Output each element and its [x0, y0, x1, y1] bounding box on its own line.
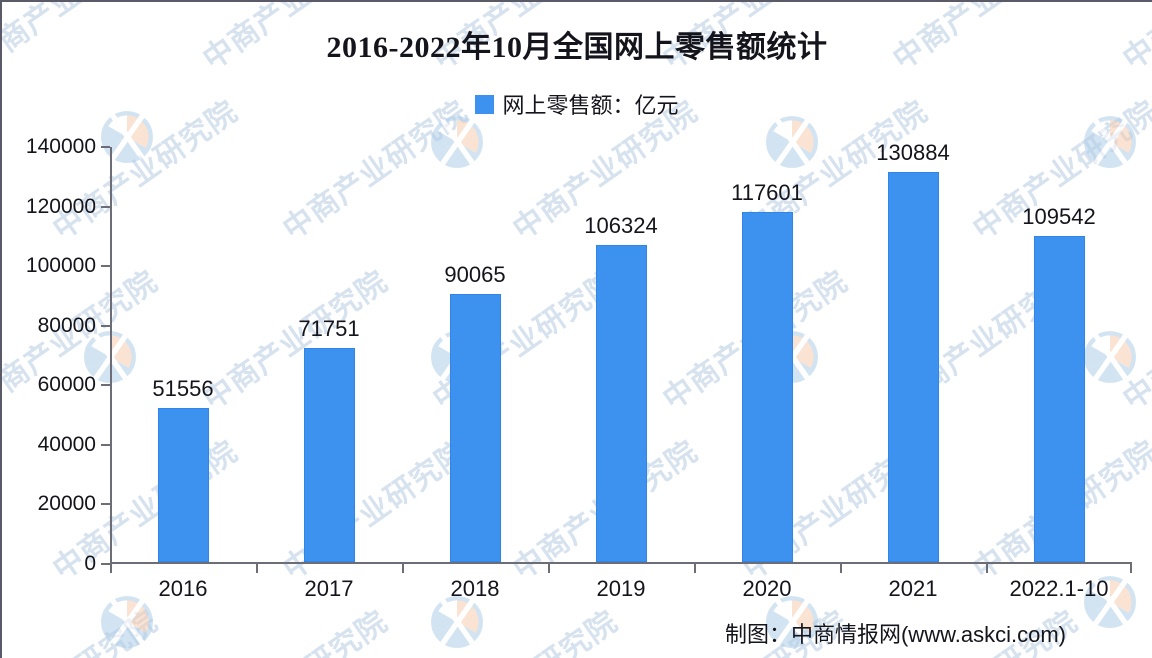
y-axis-tick [101, 384, 110, 387]
bar-value-label: 109542 [1022, 203, 1096, 229]
bar [595, 245, 647, 562]
bar-value-label: 117601 [731, 179, 803, 205]
x-axis-label: 2019 [596, 576, 646, 601]
y-axis-label: 40000 [37, 432, 96, 456]
x-axis-label: 2022.1-10 [1009, 576, 1109, 601]
y-axis-label: 60000 [37, 373, 96, 397]
bar [741, 211, 793, 562]
y-axis-label: 20000 [37, 492, 96, 516]
chart-title: 2016-2022年10月全国网上零售额统计 [326, 31, 828, 64]
y-axis-label: 140000 [25, 135, 96, 158]
bar [887, 172, 939, 562]
y-axis-tick [101, 146, 110, 148]
y-axis-line [110, 147, 112, 564]
x-axis-label: 2020 [742, 576, 792, 601]
bar-value-label: 106324 [584, 213, 658, 239]
y-axis-tick [101, 503, 110, 506]
y-axis-tick [101, 265, 110, 268]
x-axis-tick [1130, 564, 1132, 573]
bar [303, 348, 355, 562]
x-axis-label: 2017 [304, 576, 354, 601]
bar [157, 408, 209, 562]
x-axis-tick [110, 564, 112, 573]
y-axis-tick [101, 324, 110, 327]
bar-value-label: 130884 [876, 140, 950, 166]
x-axis-tick [840, 564, 842, 573]
x-axis-line [110, 562, 1132, 564]
x-axis-tick [548, 564, 550, 573]
bar [1033, 235, 1085, 562]
x-axis-tick [986, 564, 988, 573]
x-axis-label: 2021 [888, 576, 938, 601]
bar [449, 293, 501, 562]
y-axis-label: 80000 [37, 313, 96, 337]
bar-value-label: 51556 [152, 376, 214, 402]
x-axis-tick [694, 564, 696, 573]
bar-value-label: 90065 [444, 261, 506, 287]
x-axis-tick [256, 564, 258, 573]
legend-label: 网上零售额：亿元 [502, 93, 679, 118]
chart-legend: 网上零售额：亿元 [2, 88, 1152, 120]
legend-swatch-icon [475, 94, 495, 114]
y-axis-tick [101, 563, 110, 565]
bar-value-label: 71751 [298, 316, 360, 342]
plot-area: 0 20000 40000 60000 80000 100000 120000 140000 5… [26, 135, 1132, 601]
footer-credit: 制图：中商情报网(www.askci.com) [724, 622, 1066, 647]
x-axis-tick [402, 564, 404, 573]
y-axis-tick [101, 205, 110, 208]
y-axis-label: 120000 [25, 194, 96, 218]
y-axis-label: 100000 [25, 254, 96, 278]
y-axis-label: 0 [84, 552, 96, 575]
y-axis-tick [101, 443, 110, 446]
x-axis-label: 2016 [158, 576, 208, 601]
x-axis-label: 2018 [450, 576, 500, 601]
